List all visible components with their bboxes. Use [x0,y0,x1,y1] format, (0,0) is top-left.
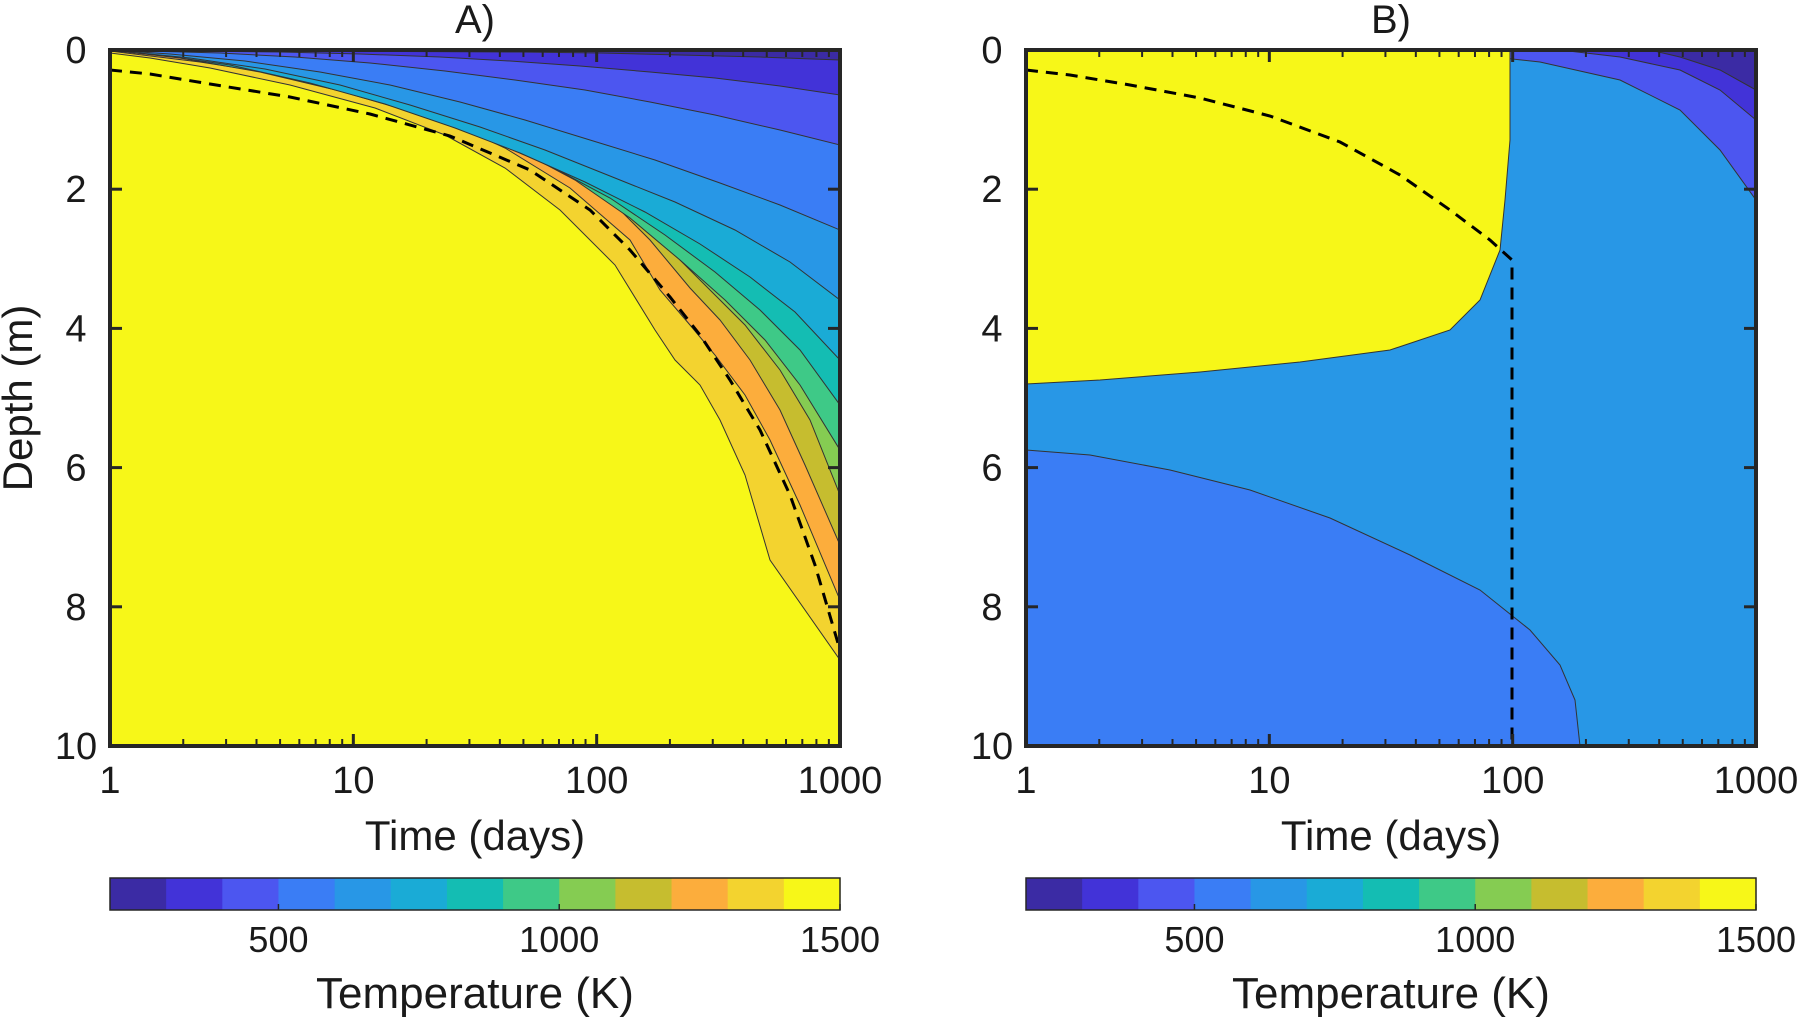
panel-a-ytick-label: 10 [55,726,97,768]
panel-a-contour-field [110,50,840,746]
panel-b-label: B) [1371,0,1411,42]
colorbar-a-bin [559,878,616,910]
panel-b-contour-field [1026,50,1756,746]
panel-a-dashed-boundary [110,68,840,651]
panel-a-label: A) [455,0,495,42]
colorbar-b-frame [1025,877,1757,911]
panel-a-ytick-label: 2 [65,169,86,211]
colorbar-a-bin [166,878,223,910]
panel-b-region-cold-500 [1429,50,1756,201]
panel-a-band-500 [110,50,840,146]
colorbar-b-bin [1475,878,1532,910]
panel-a-ytick-label: 8 [65,587,86,629]
colorbar-b-bin [1419,878,1476,910]
panel-a-xtick-label: 10 [332,760,374,802]
panel-b-xlabel: Time (days) [1281,812,1501,859]
panel-a-ytick-label: 0 [65,30,86,72]
panel-b-dashed-boundary [1026,68,1514,746]
panel-a-xtick-label: 100 [565,760,628,802]
colorbar-b-bin [1643,878,1701,910]
colorbar-b-tick-label: 1000 [1435,919,1515,960]
colorbar-a-bin [278,878,336,910]
panel-a-frame [108,48,842,748]
colorbar-a-bin [222,878,280,910]
panel-a-ylabel: Depth (m) [0,305,41,492]
panel-b-frame [1024,48,1758,748]
panel-b-ytick-label: 6 [981,448,1002,490]
colorbar-b-bin [1194,878,1252,910]
panel-b-ytick-label: 4 [981,308,1002,350]
colorbar-b-bin [1082,878,1139,910]
colorbar-a-bin [446,878,504,910]
colorbar-a-bin [503,878,560,910]
colorbar-a-bin [110,878,167,910]
colorbar-a-bin [334,878,392,910]
panel-b-region-hot [1026,50,1511,385]
panel-b-ytick-label: 10 [971,726,1013,768]
colorbar-b-tick-label: 1500 [1716,919,1796,960]
colorbar-a-frame [109,877,841,911]
colorbar-b-tick-label: 500 [1164,919,1224,960]
panel-a-ytick-label: 4 [65,308,86,350]
colorbar-b-bin [1699,878,1757,910]
panel-a: A) [110,0,840,746]
panel-b-ytick-label: 8 [981,587,1002,629]
colorbar-a-bin [615,878,673,910]
panel-a-xlabel: Time (days) [365,812,585,859]
panel-b-xtick-label: 1000 [1714,760,1799,802]
colorbar-b-bin [1587,878,1645,910]
panel-b-region-cold-300 [1649,50,1756,91]
panel-b-xtick-label: 100 [1481,760,1544,802]
panel-a-band-300 [110,50,840,61]
colorbar-b-bin [1362,878,1420,910]
colorbar-b-bin [1531,878,1589,910]
colorbar-b-bin [1250,878,1308,910]
panel-a-band-400 [110,50,840,96]
panel-a-xtick-label: 1000 [798,760,883,802]
panel-b: B) [1026,0,1756,746]
colorbar-a-bin [783,878,841,910]
colorbar-b-bin [1306,878,1364,910]
colorbar-a-label: Temperature (K) [316,969,634,1018]
colorbar-a-bin [671,878,729,910]
panel-b-xtick-label: 10 [1248,760,1290,802]
colorbar-b-bin [1138,878,1196,910]
colorbar-a-bin [390,878,448,910]
colorbar-b-bin [1026,878,1083,910]
colorbar-a-tick-label: 500 [248,919,308,960]
panel-b-ytick-label: 0 [981,30,1002,72]
colorbar-a-bin [727,878,785,910]
colorbar-a-tick-label: 1500 [800,919,880,960]
panel-a-xtick-label: 1 [99,760,120,802]
panel-a-ytick-label: 6 [65,448,86,490]
panel-b-xtick-label: 1 [1015,760,1036,802]
panel-b-ytick-label: 2 [981,169,1002,211]
colorbar-b-label: Temperature (K) [1232,969,1550,1018]
panel-b-region-cold-400 [1559,50,1756,121]
colorbar-a-tick-label: 1000 [519,919,599,960]
